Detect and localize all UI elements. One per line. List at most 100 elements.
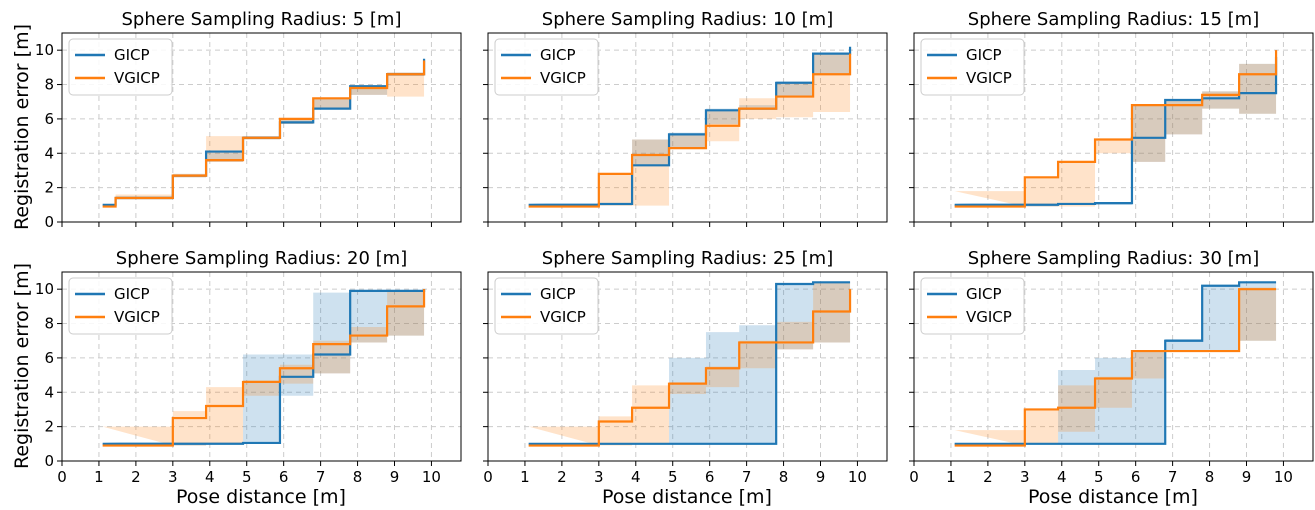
line-vgicp	[528, 53, 852, 208]
band-gicp	[528, 282, 851, 444]
x-tick-label: 5	[1094, 468, 1104, 486]
panel-title: Sphere Sampling Radius: 10 [m]	[542, 9, 833, 30]
panel-title: Sphere Sampling Radius: 25 [m]	[542, 248, 833, 269]
panel-title: Sphere Sampling Radius: 30 [m]	[968, 248, 1259, 269]
panel-3: Sphere Sampling Radius: 15 [m] GICP VGICP	[909, 9, 1314, 227]
panel-title: Sphere Sampling Radius: 5 [m]	[121, 9, 401, 30]
panel-title: Sphere Sampling Radius: 15 [m]	[968, 9, 1259, 30]
line-gicp	[528, 46, 852, 206]
legend-label-vgicp: VGICP	[540, 308, 586, 326]
x-tick-label: 6	[279, 468, 289, 486]
legend: GICP VGICP	[494, 277, 599, 335]
xlabel-3: Pose distance [m]	[1028, 486, 1198, 508]
y-tick-label: 10	[35, 280, 54, 298]
axes-frame	[487, 32, 888, 223]
legend-label-vgicp: VGICP	[966, 308, 1012, 326]
legend-box	[68, 38, 173, 96]
y-tick-label: 6	[44, 349, 54, 367]
band-vgicp	[954, 287, 1277, 446]
legend-label-vgicp: VGICP	[540, 69, 586, 87]
y-tick-label: 4	[44, 144, 54, 162]
x-tick-label: 8	[779, 468, 789, 486]
band-vgicp	[102, 289, 425, 446]
x-tick-label: 7	[316, 468, 326, 486]
x-tick-label: 7	[1168, 468, 1178, 486]
x-tick-label: 1	[520, 468, 530, 486]
x-tick-label: 0	[909, 468, 919, 486]
band-gicp	[954, 50, 1277, 207]
axes-frame	[61, 32, 462, 223]
x-tick-label: 9	[390, 468, 400, 486]
band-gicp	[528, 45, 851, 207]
x-tick-label: 4	[631, 468, 641, 486]
x-tick-label: 0	[483, 468, 493, 486]
legend-box	[920, 38, 1025, 96]
x-tick-label: 10	[1274, 468, 1293, 486]
x-tick-label: 4	[205, 468, 215, 486]
axes-frame	[487, 271, 888, 462]
line-gicp	[954, 281, 1277, 445]
band-gicp	[102, 289, 425, 446]
band-vgicp	[954, 50, 1277, 207]
line-vgicp	[954, 288, 1277, 447]
xlabel-2: Pose distance [m]	[602, 486, 772, 508]
legend-label-gicp: GICP	[966, 46, 1002, 64]
x-tick-label: 3	[594, 468, 604, 486]
legend-label-vgicp: VGICP	[114, 69, 160, 87]
y-tick-label: 0	[44, 452, 54, 470]
x-tick-label: 9	[1242, 468, 1252, 486]
y-tick-label: 8	[44, 315, 54, 333]
legend: GICP VGICP	[68, 277, 173, 335]
x-tick-label: 0	[57, 468, 67, 486]
legend: GICP VGICP	[920, 38, 1025, 96]
panel-2: Sphere Sampling Radius: 10 [m] GICP VGICP	[483, 9, 888, 227]
legend-label-vgicp: VGICP	[114, 308, 160, 326]
x-tick-label: 7	[742, 468, 752, 486]
legend-label-gicp: GICP	[966, 285, 1002, 303]
legend-box	[494, 38, 599, 96]
y-tick-label: 6	[44, 110, 54, 128]
x-tick-label: 2	[557, 468, 567, 486]
legend: GICP VGICP	[920, 277, 1025, 335]
legend-box	[494, 277, 599, 335]
line-gicp	[528, 281, 851, 445]
panel-4: Sphere Sampling Radius: 20 [m] 0 1 2 3 4 5 6 7 8 9…	[35, 248, 462, 486]
y-tick-label: 2	[44, 179, 54, 197]
line-vgicp	[954, 50, 1278, 208]
y-tick-label: 10	[35, 41, 54, 59]
x-tick-label: 2	[131, 468, 141, 486]
x-tick-label: 9	[816, 468, 826, 486]
x-tick-label: 5	[668, 468, 678, 486]
legend-label-gicp: GICP	[114, 285, 150, 303]
line-vgicp	[102, 60, 426, 208]
x-tick-label: 10	[422, 468, 441, 486]
band-vgicp	[528, 282, 851, 446]
x-tick-label: 10	[848, 468, 867, 486]
legend: GICP VGICP	[494, 38, 599, 96]
band-gicp	[954, 282, 1277, 444]
panel-6: Sphere Sampling Radius: 30 [m] 0 1 2 3 4 5 6 7 8 9…	[909, 248, 1314, 486]
xlabel-1: Pose distance [m]	[176, 486, 346, 508]
legend-label-vgicp: VGICP	[966, 69, 1012, 87]
legend-label-gicp: GICP	[540, 285, 576, 303]
x-tick-label: 5	[242, 468, 252, 486]
x-tick-label: 6	[1131, 468, 1141, 486]
axes-frame	[913, 32, 1314, 223]
y-tick-label: 4	[44, 383, 54, 401]
panel-5: Sphere Sampling Radius: 25 [m] 0 1 2 3 4 5 6 7 8 9…	[483, 248, 888, 486]
axes-frame	[913, 271, 1314, 462]
line-vgicp	[102, 289, 426, 447]
ylabel-top: Registration error [m]	[11, 24, 33, 230]
x-tick-label: 1	[946, 468, 956, 486]
legend-box	[68, 277, 173, 335]
x-tick-label: 2	[983, 468, 993, 486]
x-tick-label: 8	[1205, 468, 1215, 486]
panel-title: Sphere Sampling Radius: 20 [m]	[116, 248, 407, 269]
x-tick-label: 6	[705, 468, 715, 486]
legend-box	[920, 277, 1025, 335]
legend-label-gicp: GICP	[540, 46, 576, 64]
panel-1: Sphere Sampling Radius: 5 [m] 0 2 4 6 8 10 GICP…	[35, 9, 462, 231]
axes-frame	[61, 271, 462, 462]
line-vgicp	[528, 289, 852, 447]
